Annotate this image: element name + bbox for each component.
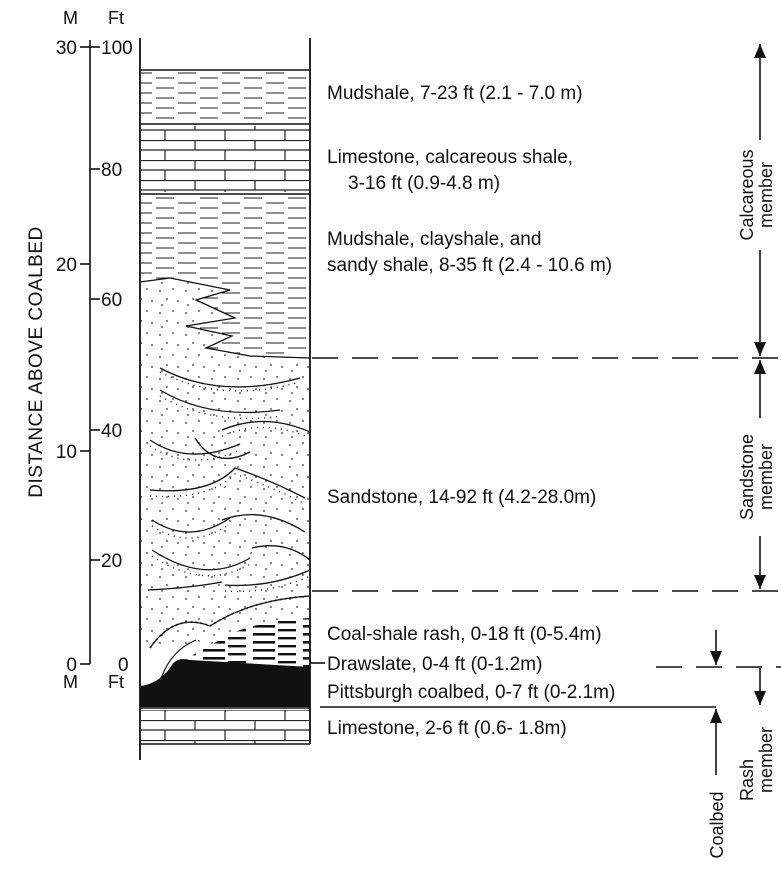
meter-tick-label: 30 [56,38,77,59]
axis-title: DISTANCE ABOVE COALBED [26,226,47,497]
coal-shale-rash-label: Coal-shale rash, 0-18 ft (0-5.4m) [327,624,602,645]
drawslate-label: Drawslate, 0-4 ft (0-1.2m) [327,654,542,675]
coalbed-label: Coalbed [707,791,727,858]
rash-member-label-line1: Rash [737,759,757,801]
foot-tick-label: 80 [101,160,122,181]
foot-tick-label: 0 [118,655,129,676]
sandstone-member-label-line2: member [756,444,776,510]
foot-tick-label: 40 [101,421,122,442]
coal-shale-rash-layer [175,618,310,668]
mudshale-upper-label: Mudshale, 7-23 ft (2.1 - 7.0 m) [327,83,583,104]
calcareous-member-label-line1: Calcareous [737,149,757,240]
sandstone-label: Sandstone, 14-92 ft (4.2-28.0m) [327,487,596,508]
limestone-label-line1: Limestone, calcareous shale, [327,147,573,168]
limestone-basal-layer [140,710,310,744]
pittsburgh-coalbed-layer [140,659,310,707]
mudshale-upper-layer [140,70,310,122]
sandstone-cross-bedding [147,367,311,591]
foot-tick-label: 60 [101,290,122,311]
meter-tick-label: 10 [56,442,77,463]
lithology-labels: Mudshale, 7-23 ft (2.1 - 7.0 m) Limeston… [327,83,615,739]
calcareous-member-label-line2: member [756,162,776,228]
stratigraphic-column [139,38,311,760]
mudshale-clayshale-label-line2: sandy shale, 8-35 ft (2.4 - 10.6 m) [327,255,612,276]
axis-unit-ft-bottom: Ft [108,672,124,692]
limestone-basal-label: Limestone, 2-6 ft (0.6- 1.8m) [327,718,567,739]
meter-tick-label: 0 [66,655,77,676]
axis-unit-ft-top: Ft [108,8,124,28]
rash-member-label-line2: member [756,727,776,793]
axis-unit-m-top: M [63,8,78,28]
sandstone-member-label-line1: Sandstone [737,434,757,520]
mudshale-clayshale-label-line1: Mudshale, clayshale, and [327,229,541,250]
axis-unit-m-bottom: M [63,672,78,692]
meter-tick-label: 20 [56,255,77,276]
sandstone-layer [140,278,310,648]
foot-tick-label: 20 [101,551,122,572]
limestone-label-line2: 3-16 ft (0.9-4.8 m) [348,173,500,194]
limestone-upper-layer [140,126,310,192]
pittsburgh-coalbed-label: Pittsburgh coalbed, 0-7 ft (0-2.1m) [327,682,615,703]
foot-tick-label: 100 [101,38,133,59]
cross-bedding-dots [149,371,311,593]
member-labels: Calcareous member Sandstone member Rash … [707,140,776,859]
depth-axis: M Ft M Ft 30 20 10 0 100 80 60 40 20 0 D… [26,8,133,692]
member-arrowheads [710,44,766,723]
